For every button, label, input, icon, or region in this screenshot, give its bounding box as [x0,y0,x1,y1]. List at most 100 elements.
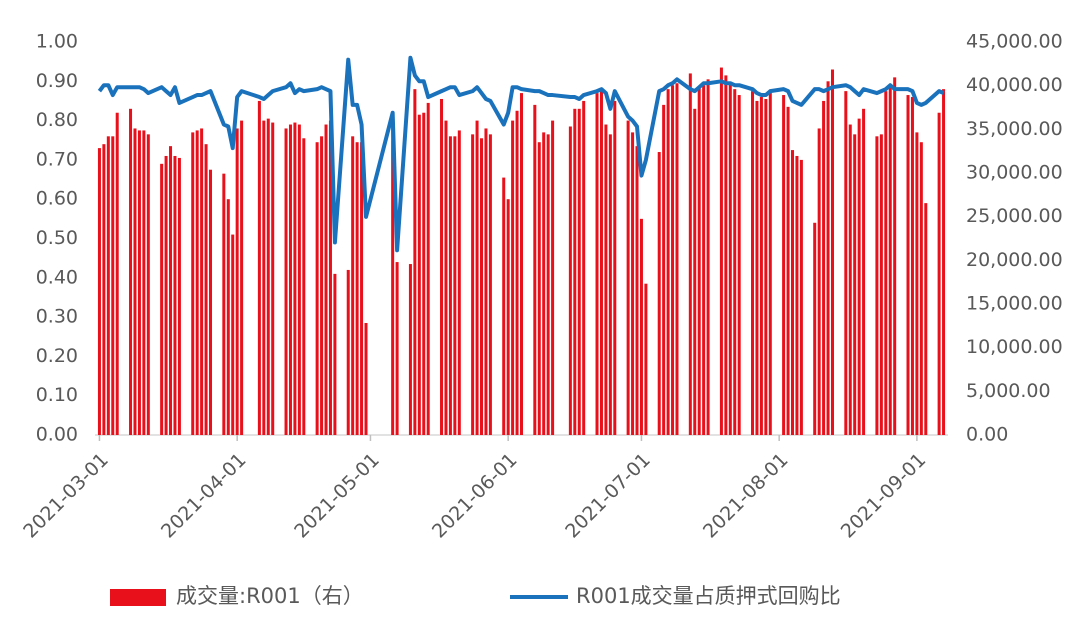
bar [719,67,723,436]
y-tick-label: 1.00 [36,31,78,53]
bar [759,97,763,436]
bar [533,104,537,435]
bar [733,89,737,435]
bar [315,142,319,435]
x-tick-label: 2021-07-01 [561,449,655,543]
bar [906,95,910,436]
bar [675,83,679,435]
bar [408,264,412,435]
bar [222,173,226,435]
bar [702,85,706,435]
bar [764,98,768,436]
bar [448,136,452,435]
bar [191,132,195,435]
y2-tick-label: 20,000.00 [966,249,1063,271]
bar [595,93,599,435]
bar [844,91,848,435]
bar [795,155,799,435]
y2-tick-label: 25,000.00 [966,205,1063,227]
bar [768,91,772,435]
bar [688,73,692,435]
bar [888,85,892,435]
bar [728,83,732,435]
x-tick-label: 2021-08-01 [699,449,793,543]
bar [235,128,239,435]
y-tick-label: 0.90 [36,70,78,92]
legend-label: 成交量:R001（右） [176,584,364,608]
bar [297,124,301,435]
bar [160,163,164,435]
bar [129,108,133,435]
y2-tick-label: 10,000.00 [966,336,1063,358]
bar [822,100,826,435]
bar [262,120,266,435]
bar [293,122,297,435]
bar [937,112,941,436]
bar [284,128,288,435]
bar [177,157,181,435]
bar [115,112,119,436]
y2-tick-label: 40,000.00 [966,74,1063,96]
bar [697,87,701,435]
bar [577,108,581,435]
bar [328,120,332,435]
bar [209,169,213,435]
bar [355,142,359,435]
line [97,55,945,253]
bar [751,91,755,435]
bar [582,100,586,435]
x-tick-label: 2021-09-01 [837,449,931,543]
bar [391,112,395,436]
bar [520,93,523,435]
y2-tick-label: 45,000.00 [966,31,1063,53]
bar [320,136,324,435]
bar [706,79,710,436]
bar [453,136,457,435]
bar [639,218,643,435]
y2-tick-label: 5,000.00 [966,380,1051,402]
bar [502,177,506,435]
bar [919,142,923,435]
bar [417,114,421,435]
bar [133,128,137,435]
bar [146,134,150,436]
bar [626,120,630,435]
bar [511,120,515,435]
legend-label: R001成交量占质押式回购比 [576,584,841,608]
bar [848,124,852,435]
y-tick-label: 0.30 [36,306,78,328]
bar [724,75,728,435]
bar [257,100,261,435]
bar [884,91,888,435]
bar [853,134,857,436]
bar [240,120,244,435]
bar [271,122,275,435]
y-tick-label: 0.00 [36,424,78,446]
x-tick-label: 2021-06-01 [428,449,522,543]
bar [484,128,488,435]
bar [786,106,790,435]
bar [666,89,670,435]
bar [830,69,834,435]
bar [657,152,661,436]
bar [395,262,399,435]
bar [662,104,666,435]
bar [613,100,617,435]
bar [364,322,368,435]
bar [813,222,817,435]
bar [111,136,115,435]
bar [604,124,608,435]
bar [915,132,919,435]
bar [942,89,946,435]
bar [693,108,697,435]
bar [480,138,484,435]
bar [302,138,306,435]
bar [444,120,448,435]
bar [862,108,866,435]
bar [288,124,292,435]
bar [542,132,546,435]
bar [644,283,648,435]
bar [635,146,639,435]
bar [324,124,328,435]
